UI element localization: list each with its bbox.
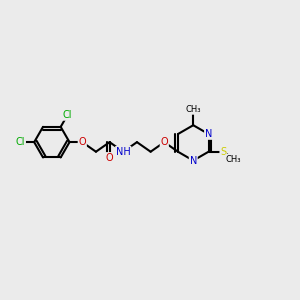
- Text: N: N: [190, 156, 197, 166]
- Text: O: O: [160, 137, 168, 147]
- Text: O: O: [106, 153, 113, 163]
- Text: S: S: [220, 147, 226, 157]
- Text: CH₃: CH₃: [185, 105, 201, 114]
- Text: Cl: Cl: [16, 137, 25, 147]
- Text: O: O: [79, 137, 86, 147]
- Text: N: N: [205, 129, 212, 139]
- Text: Cl: Cl: [63, 110, 72, 120]
- Text: CH₃: CH₃: [226, 154, 242, 164]
- Text: NH: NH: [116, 147, 131, 157]
